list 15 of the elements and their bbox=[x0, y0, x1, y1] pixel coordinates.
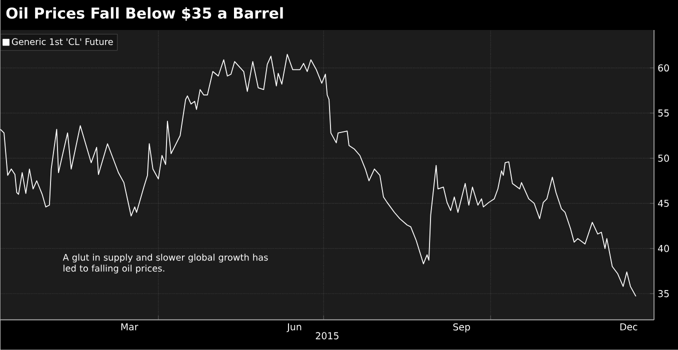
y-tick-label: 60 bbox=[658, 64, 669, 72]
x-tick-label: Dec bbox=[620, 323, 638, 330]
y-tick-label: 35 bbox=[658, 290, 669, 298]
annotation: A glut in supply and slower global growth has led to falling oil prices. bbox=[62, 254, 268, 274]
y-tick-label: 50 bbox=[658, 154, 669, 162]
x-axis-title: 2015 bbox=[316, 332, 338, 340]
legend-label: Generic 1st 'CL' Future bbox=[12, 38, 113, 46]
chart-title: Oil Prices Fall Below $35 a Barrel bbox=[6, 7, 283, 21]
y-tick-label: 55 bbox=[658, 110, 669, 117]
line-series bbox=[0, 54, 636, 297]
y-tick-label: 45 bbox=[658, 200, 669, 207]
x-tick-label: Mar bbox=[121, 323, 138, 330]
x-tick-label: Sep bbox=[453, 323, 470, 332]
y-tick-label: 40 bbox=[658, 244, 669, 252]
x-tick-label: Jun bbox=[286, 323, 302, 332]
